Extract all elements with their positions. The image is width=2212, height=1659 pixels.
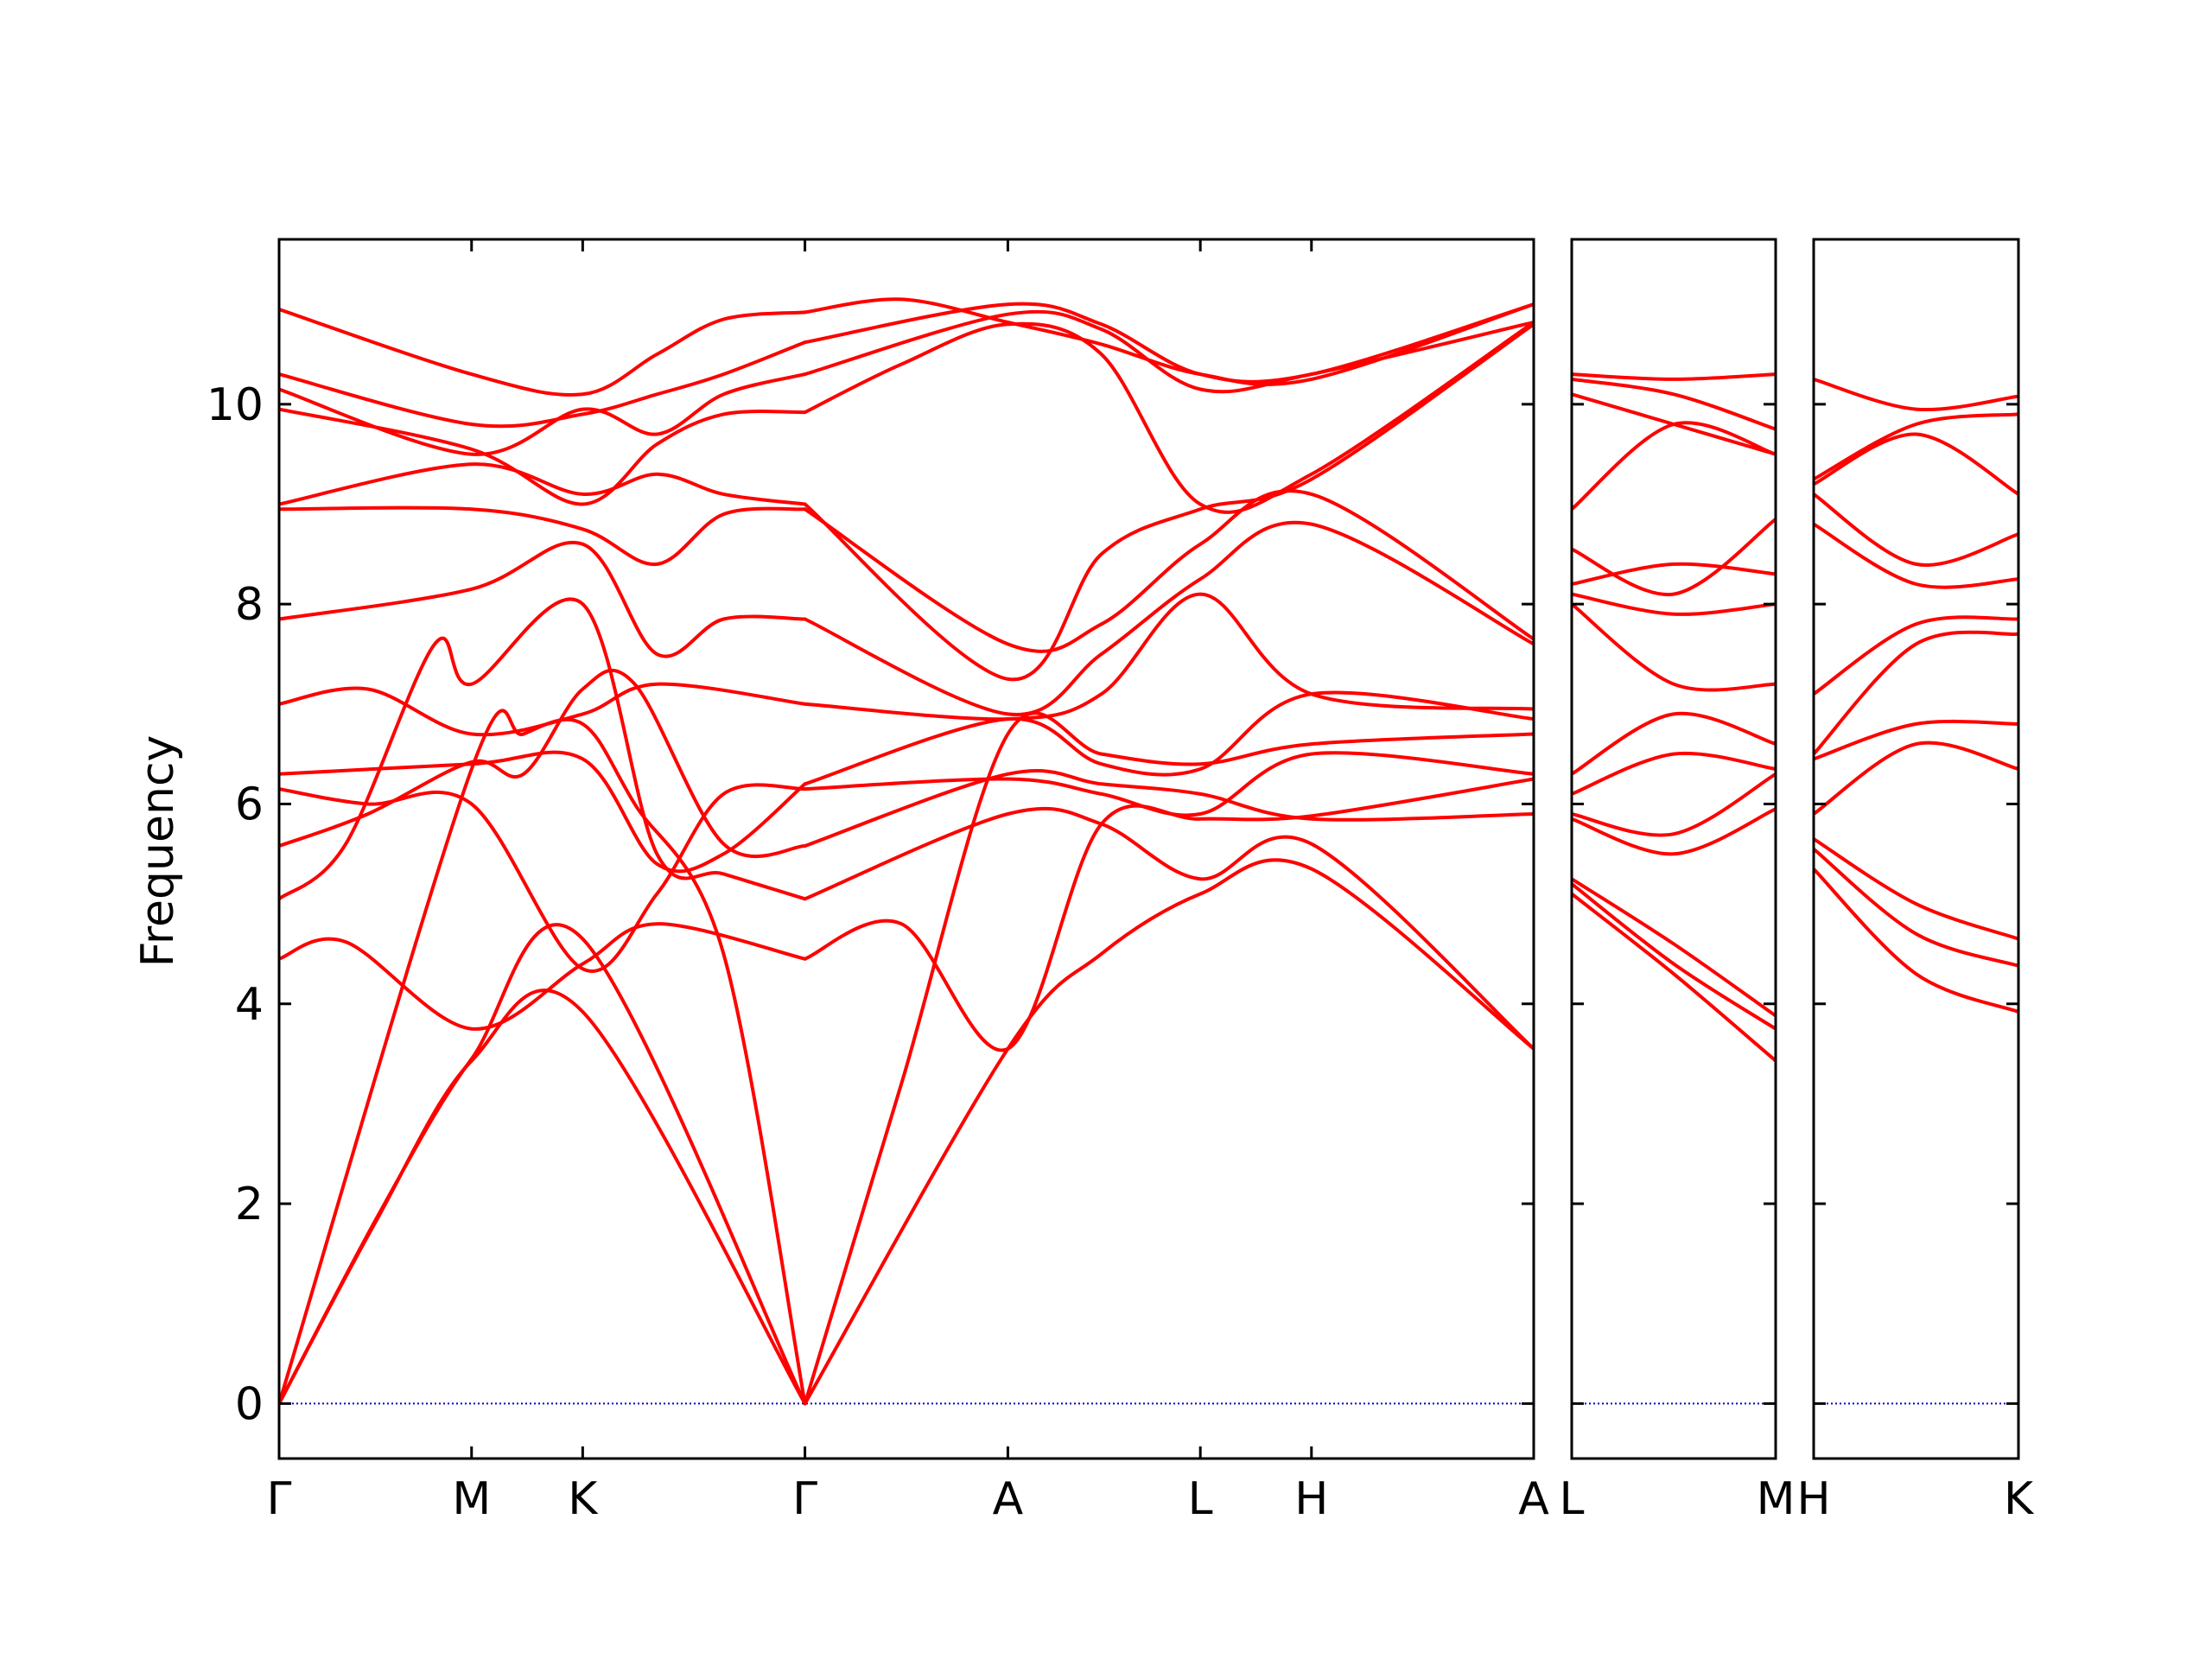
panel-frame: [1812, 238, 2020, 1460]
band-line-2: [279, 923, 807, 1406]
band-line-20: [803, 806, 1534, 1051]
band-line-7: [1572, 711, 1776, 776]
band-line-18: [803, 711, 1534, 1406]
band-line-3: [279, 709, 807, 1406]
x-tick-label: H: [1294, 1473, 1328, 1525]
band-line-31: [803, 297, 1534, 386]
x-tick-label: H: [1796, 1473, 1830, 1525]
band-line-14: [1572, 377, 1776, 431]
band-line-11: [1572, 517, 1776, 596]
band-line-5: [1814, 719, 2018, 761]
x-tick-label: K: [2004, 1473, 2035, 1525]
bands-group: [1814, 377, 2018, 1014]
y-tick-label: 0: [235, 1378, 264, 1430]
band-line-27: [803, 322, 1534, 682]
x-tick-label: A: [1518, 1473, 1549, 1525]
band-line-5: [279, 597, 807, 901]
x-tick-label: A: [993, 1473, 1024, 1525]
band-line-4: [279, 922, 807, 1031]
band-line-3: [1814, 836, 2018, 941]
y-tick-label: 2: [235, 1179, 264, 1230]
band-line-8: [1572, 602, 1776, 692]
band-line-28: [803, 321, 1534, 514]
band-line-9: [1572, 592, 1776, 616]
band-line-2: [1572, 882, 1776, 1031]
band-line-5: [1572, 772, 1776, 837]
x-tick-label: L: [1188, 1473, 1213, 1525]
band-line-6: [279, 668, 807, 859]
band-line-8: [1814, 522, 2018, 589]
band-line-17: [803, 858, 1534, 1406]
band-line-25: [803, 520, 1534, 716]
band-line-23: [803, 690, 1534, 786]
band-line-6: [1814, 630, 2018, 756]
band-line-7: [279, 783, 807, 973]
x-tick-label: K: [568, 1473, 599, 1525]
x-tick-label: L: [1560, 1473, 1585, 1525]
band-line-11: [279, 505, 807, 566]
y-tick-label: 6: [235, 779, 264, 830]
band-line-12: [1814, 377, 2018, 412]
band-line-8: [279, 750, 807, 874]
band-line-1: [1814, 867, 2018, 1014]
y-tick-label: 8: [235, 579, 264, 631]
band-line-16: [279, 308, 807, 397]
x-tick-label: M: [452, 1473, 491, 1525]
y-axis-label: Frequency: [132, 735, 184, 968]
band-line-3: [1572, 877, 1776, 1018]
band-line-10: [1572, 562, 1776, 586]
y-tick-label: 10: [207, 379, 264, 431]
band-line-24: [803, 592, 1534, 721]
band-line-1: [1572, 892, 1776, 1063]
bands-group: [279, 297, 1534, 1406]
band-line-6: [1572, 751, 1776, 796]
x-tick-label: Γ: [792, 1473, 817, 1525]
band-line-4: [1814, 741, 2018, 816]
band-line-1: [279, 988, 807, 1406]
y-tick-label: 4: [235, 979, 264, 1031]
band-line-4: [1572, 807, 1776, 856]
bands-group: [1572, 372, 1776, 1063]
band-line-12: [279, 462, 807, 506]
panel-frame: [1570, 238, 1777, 1460]
band-line-29: [803, 309, 1534, 394]
band-line-7: [1814, 615, 2018, 696]
band-line-10: [279, 540, 807, 658]
band-line-21: [803, 769, 1534, 848]
band-line-19: [803, 777, 1534, 1052]
band-line-10: [1814, 432, 2018, 496]
band-line-11: [1814, 412, 2018, 481]
x-tick-label: M: [1757, 1473, 1796, 1525]
band-line-26: [803, 489, 1534, 653]
band-line-22: [803, 751, 1534, 817]
band-line-13: [279, 407, 807, 506]
x-tick-label: Γ: [267, 1473, 292, 1525]
panel-1: Γ M K Γ A L H A 0 2 4 6 8 10: [207, 238, 1549, 1525]
band-line-14: [279, 372, 807, 456]
band-line-15: [279, 340, 807, 429]
band-line-13: [1572, 392, 1776, 456]
band-line-9: [1814, 492, 2018, 567]
band-line-15: [1572, 372, 1776, 381]
band-line-2: [1814, 847, 2018, 968]
band-line-12: [1572, 421, 1776, 512]
band-line-9: [279, 682, 807, 737]
panel-frame: [277, 238, 1535, 1460]
